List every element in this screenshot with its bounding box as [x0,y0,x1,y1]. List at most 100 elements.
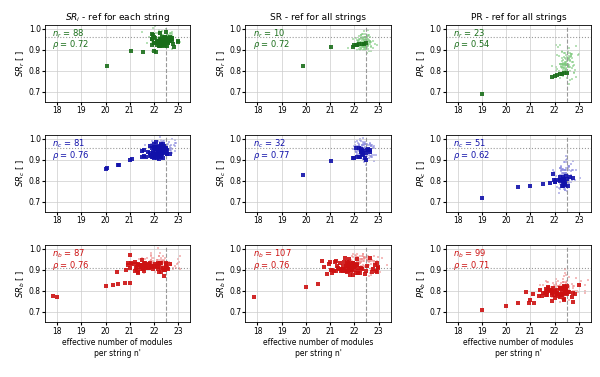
Point [551,285,560,291]
Point [560,179,570,185]
Point [364,46,373,52]
Point [161,146,171,152]
Point [551,293,560,299]
Point [152,149,162,155]
Point [157,38,166,44]
Point [162,259,172,265]
Point [563,178,573,184]
Point [559,60,568,66]
Point [559,54,568,60]
Point [157,154,166,160]
Point [344,256,354,262]
Point [357,253,367,259]
Point [153,38,163,44]
Point [569,288,578,294]
Point [560,50,569,56]
Point [325,259,335,265]
Point [162,32,172,38]
Point [153,149,163,155]
Point [144,261,154,267]
Point [363,32,373,38]
Point [560,167,570,173]
Point [558,174,568,180]
Point [166,141,176,147]
Point [155,147,165,153]
Point [173,38,183,44]
Point [334,265,343,271]
Point [350,142,360,148]
Point [143,259,153,265]
Point [365,147,375,153]
Point [155,27,164,33]
Point [361,254,371,260]
Point [559,179,568,185]
Point [566,290,576,296]
Point [535,287,545,293]
Point [564,176,574,182]
Point [367,142,377,148]
Point [563,278,572,284]
Point [358,144,367,150]
Point [562,171,572,177]
Point [559,179,569,185]
Point [136,262,145,268]
Point [153,264,163,270]
Point [557,58,566,64]
Point [563,63,572,69]
Point [365,37,374,43]
Point [555,289,565,295]
Point [568,299,577,305]
Point [360,146,370,152]
Y-axis label: $SR_c$ [ ]: $SR_c$ [ ] [15,159,28,187]
Point [147,36,157,42]
Point [350,147,360,153]
Point [558,179,568,185]
Point [359,152,369,158]
Point [352,258,361,264]
Point [564,178,574,184]
Point [155,257,165,264]
Point [167,34,177,40]
Point [357,41,367,47]
Point [360,44,370,50]
Point [552,66,562,72]
Point [158,253,167,259]
Point [154,34,163,40]
Point [558,291,568,297]
Point [562,177,571,183]
Point [560,185,569,192]
Point [359,159,369,166]
Point [573,289,583,295]
Point [361,268,371,274]
Point [357,37,367,43]
Point [157,42,166,48]
Point [544,286,553,292]
Point [150,269,160,275]
Point [170,263,180,269]
Point [156,141,166,147]
Point [571,288,580,294]
Point [358,139,368,145]
Point [568,158,578,164]
Point [139,153,149,159]
Point [169,265,178,271]
Point [365,255,375,261]
Point [161,39,170,45]
Point [554,185,563,191]
Point [350,256,360,262]
Point [149,155,158,161]
Point [359,148,368,154]
Point [158,40,167,46]
Point [160,149,170,155]
Text: $\rho$ = 0.76: $\rho$ = 0.76 [52,149,89,162]
Point [160,34,170,40]
Point [560,63,570,69]
Point [557,48,566,54]
Point [368,144,377,150]
Point [145,266,155,272]
Point [366,48,376,54]
Point [156,145,166,151]
Point [131,268,140,274]
Point [369,152,379,158]
Point [327,270,337,276]
